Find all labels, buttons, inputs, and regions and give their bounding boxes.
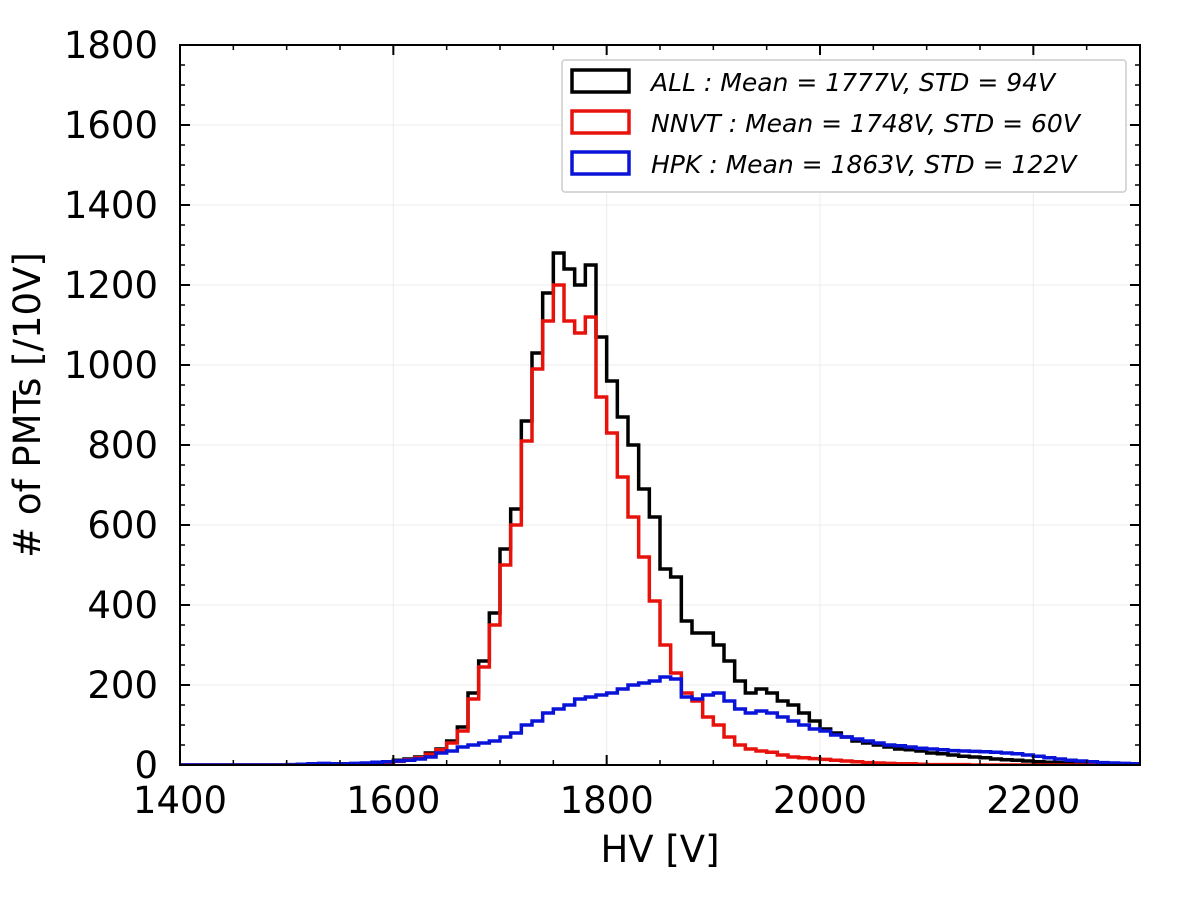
- y-tick-label: 400: [87, 584, 158, 627]
- x-tick-label: 2200: [986, 779, 1080, 822]
- legend: ALL : Mean = 1777V, STD = 94V NNVT : Mean…: [561, 59, 1127, 193]
- y-tick-label: 1600: [64, 104, 158, 147]
- y-tick-label: 0: [134, 744, 158, 787]
- y-tick-label: 600: [87, 504, 158, 547]
- legend-box: [561, 59, 1127, 193]
- x-tick-label: 2000: [773, 779, 867, 822]
- y-tick-label: 1000: [64, 344, 158, 387]
- y-tick-label: 1200: [64, 264, 158, 307]
- legend-label-2: HPK : Mean = 1863V, STD = 122V: [651, 150, 1078, 179]
- y-tick-label: 1800: [64, 24, 158, 67]
- y-tick-label: 800: [87, 424, 158, 467]
- x-tick-label: 1800: [560, 779, 654, 822]
- y-axis-title: # of PMTs [/10V]: [6, 252, 49, 558]
- x-axis-title: HV [V]: [600, 828, 719, 871]
- legend-swatch-0: [570, 68, 631, 94]
- x-tick-label: 1400: [133, 779, 227, 822]
- legend-swatch-2: [570, 150, 631, 176]
- y-tick-label: 200: [87, 664, 158, 707]
- x-tick-label: 1600: [346, 779, 440, 822]
- axis-ticks: [179, 44, 1141, 766]
- legend-label-0: ALL : Mean = 1777V, STD = 94V: [649, 68, 1057, 97]
- legend-swatch-1: [570, 109, 631, 135]
- y-tick-label: 1400: [64, 184, 158, 227]
- legend-label-1: NNVT : Mean = 1748V, STD = 60V: [651, 109, 1082, 138]
- axis-tick-labels: 1400 1600 1800 2000 2200 0 200 400 600 800 1000 120…: [64, 24, 1081, 822]
